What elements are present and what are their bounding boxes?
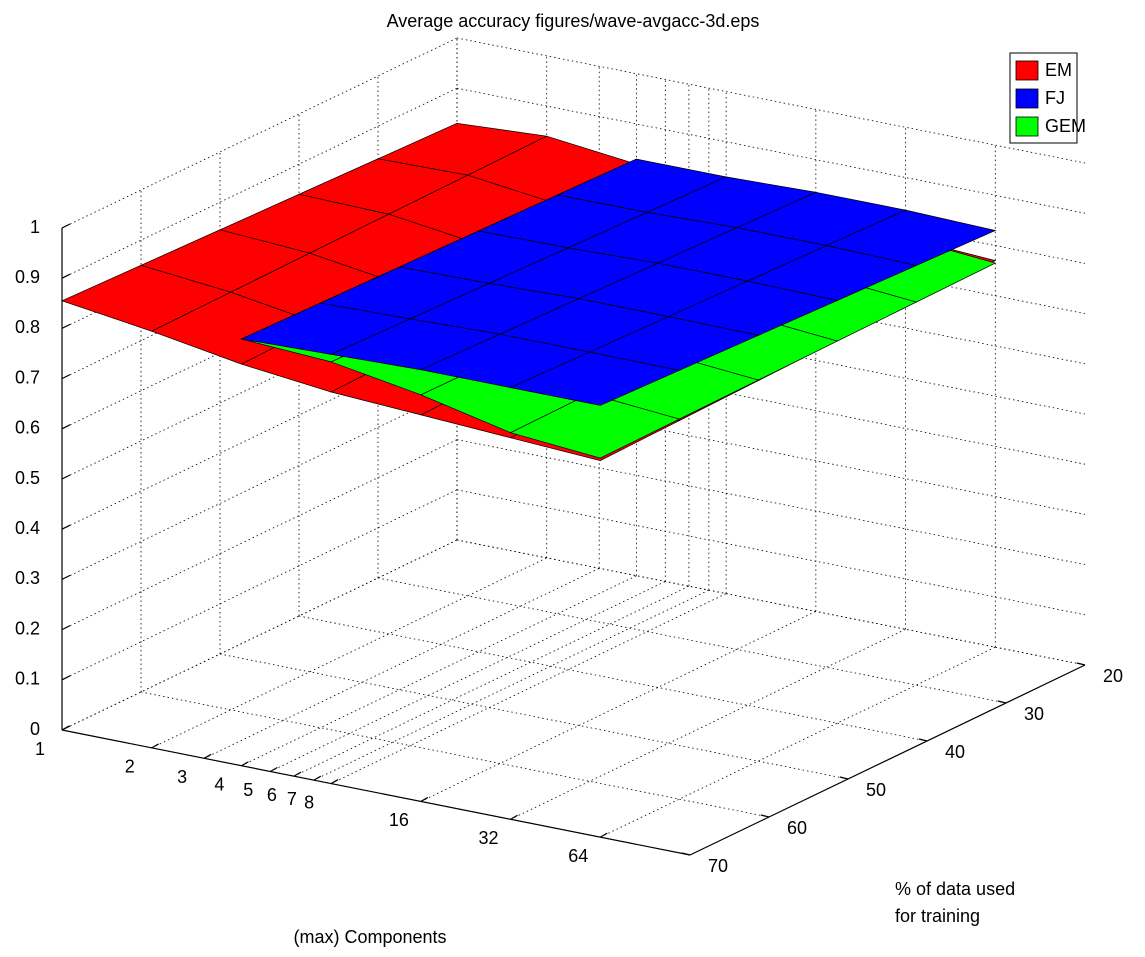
y-tick <box>918 738 928 742</box>
x-tick-label: 1 <box>35 739 45 759</box>
grid-line <box>377 577 1007 704</box>
grid-line <box>456 338 1086 465</box>
x-tick <box>203 753 212 759</box>
grid-line <box>61 87 458 279</box>
y-tick-label: 20 <box>1103 666 1123 686</box>
z-tick-label: 0.9 <box>15 267 40 287</box>
grid-line <box>61 389 458 580</box>
grid-line <box>270 581 666 772</box>
legend-swatch <box>1015 60 1039 81</box>
z-tick <box>61 323 71 329</box>
z-tick <box>61 374 71 380</box>
z-tick-label: 0.6 <box>15 418 40 438</box>
y-tick <box>681 852 691 856</box>
z-tick-label: 0 <box>30 719 40 739</box>
z-tick <box>61 625 71 631</box>
grid-line <box>204 567 600 759</box>
x-tick-label: 16 <box>389 810 409 830</box>
x-tick-label: 4 <box>214 774 224 794</box>
y-tick-label: 50 <box>866 780 886 800</box>
grid-line <box>61 439 458 630</box>
z-tick-label: 0.7 <box>15 367 40 387</box>
surface-patch <box>509 351 681 406</box>
grid-line <box>241 575 637 767</box>
grid-line <box>456 439 1086 565</box>
y-tick <box>1076 662 1086 666</box>
z-tick-label: 0.1 <box>15 669 40 689</box>
y-tick-label: 30 <box>1024 704 1044 724</box>
grid-line <box>456 87 1086 214</box>
grid-line <box>456 539 1086 666</box>
grid-line <box>151 557 547 749</box>
z-tick <box>61 574 71 580</box>
y-tick-label: 70 <box>708 856 728 876</box>
grid-line <box>298 615 928 742</box>
grid-line <box>600 646 996 838</box>
x-tick <box>270 766 278 772</box>
z-tick <box>61 424 71 430</box>
y-axis-label: % of data used for training <box>895 879 1016 926</box>
x-tick <box>420 796 429 802</box>
legend-label: EM <box>1045 60 1072 80</box>
x-tick <box>330 779 339 785</box>
x-axis-label: (max) Components <box>293 927 446 947</box>
z-tick-label: 0.2 <box>15 618 40 638</box>
y-tick-label: 60 <box>787 818 807 838</box>
y-axis <box>689 664 1086 856</box>
y-tick-label: 40 <box>945 742 965 762</box>
x-tick <box>293 771 302 777</box>
legend-swatch <box>1015 116 1039 137</box>
grid-line <box>420 611 817 802</box>
grid-line <box>293 585 690 777</box>
z-tick <box>61 223 71 229</box>
x-tick <box>151 743 160 749</box>
grid-line <box>510 628 906 820</box>
chart-title: Average accuracy figures/wave-avgacc-3d.… <box>387 11 760 31</box>
grid-line <box>61 37 458 229</box>
z-tick-label: 0.3 <box>15 568 40 588</box>
x-tick <box>599 832 608 838</box>
z-tick <box>61 273 71 279</box>
x-tick-label: 7 <box>287 789 297 809</box>
z-tick-label: 0.4 <box>15 518 40 538</box>
x-tick-label: 6 <box>267 785 277 805</box>
x-tick <box>510 814 518 820</box>
y-tick <box>839 776 849 780</box>
z-tick-label: 0.8 <box>15 317 40 337</box>
surface-patch <box>509 393 681 459</box>
x-tick <box>61 725 70 731</box>
grid-line <box>313 589 710 781</box>
z-tick <box>61 524 71 530</box>
y-tick <box>760 814 770 818</box>
x-tick-label: 8 <box>304 792 314 812</box>
grid-line <box>456 37 1086 164</box>
grid-line <box>456 389 1086 515</box>
legend-swatch <box>1015 88 1039 109</box>
x-tick-label: 64 <box>568 846 588 866</box>
x-tick <box>313 775 322 781</box>
x-tick <box>241 761 249 767</box>
y-tick <box>997 700 1007 704</box>
legend-label: FJ <box>1045 88 1065 108</box>
x-tick-label: 32 <box>479 828 499 848</box>
grid-line <box>330 593 727 784</box>
x-tick-label: 3 <box>177 767 187 787</box>
grid-line <box>219 653 849 780</box>
grid-line <box>140 691 770 818</box>
z-tick <box>61 474 71 480</box>
z-tick <box>61 675 71 681</box>
z-tick-label: 1 <box>30 217 40 237</box>
z-tick-label: 0.5 <box>15 468 40 488</box>
legend-label: GEM <box>1045 116 1086 136</box>
grid-line <box>456 489 1086 616</box>
grid-line <box>61 489 458 681</box>
grid-line <box>61 539 458 731</box>
x-axis <box>61 729 691 856</box>
x-tick-label: 5 <box>243 780 253 800</box>
x-tick-label: 2 <box>125 757 135 777</box>
grid-line <box>61 539 458 731</box>
